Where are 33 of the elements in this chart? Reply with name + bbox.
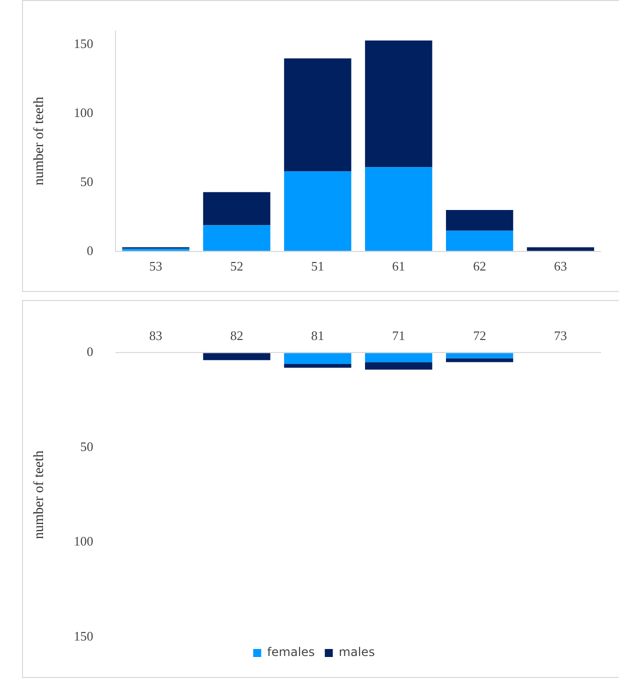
x-tick-label: 82 bbox=[230, 328, 244, 344]
x-tick-label: 52 bbox=[230, 258, 244, 274]
y-tick-label: 0 bbox=[86, 344, 94, 360]
bar bbox=[203, 192, 270, 226]
x-tick-label: 81 bbox=[311, 328, 324, 344]
x-tick-label: 73 bbox=[554, 328, 568, 344]
x-tick-label: 62 bbox=[473, 258, 486, 274]
bar bbox=[526, 247, 594, 251]
y-axis-title: number of teeth bbox=[32, 96, 48, 186]
x-tick-label: 72 bbox=[473, 328, 486, 344]
legend-label: males bbox=[338, 645, 375, 660]
y-tick-label: 100 bbox=[74, 104, 94, 120]
bar bbox=[203, 225, 270, 251]
x-tick-label: 61 bbox=[392, 258, 406, 274]
y-tick-label: 150 bbox=[74, 36, 94, 52]
y-tick-label: 100 bbox=[74, 534, 94, 549]
x-tick-label: 53 bbox=[149, 258, 162, 274]
y-axis-title: number of teeth bbox=[32, 450, 48, 540]
bar bbox=[446, 230, 514, 251]
y-tick-label: 0 bbox=[86, 242, 94, 258]
x-tick-label: 71 bbox=[392, 328, 406, 344]
bar bbox=[446, 210, 514, 231]
legend-label: females bbox=[267, 645, 315, 660]
x-tick-label: 83 bbox=[149, 328, 162, 344]
y-tick-label: 50 bbox=[80, 174, 94, 189]
x-tick-label: 63 bbox=[554, 258, 568, 274]
bar bbox=[365, 40, 432, 168]
y-tick-label: 50 bbox=[80, 438, 94, 454]
bar bbox=[284, 171, 352, 251]
x-tick-label: 51 bbox=[311, 258, 324, 274]
y-tick-label: 150 bbox=[74, 628, 94, 644]
bar bbox=[284, 58, 352, 172]
bar bbox=[365, 167, 432, 251]
